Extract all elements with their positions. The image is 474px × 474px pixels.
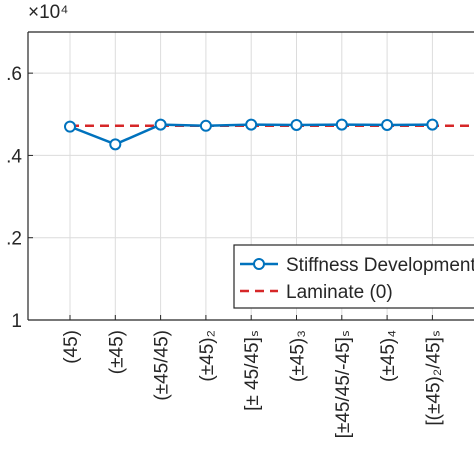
legend-label: Stiffness Development <box>286 255 474 276</box>
point <box>426 118 439 131</box>
x-tick-label: (±45/45) <box>152 330 173 401</box>
y-tick-label: .2 <box>6 229 22 250</box>
point <box>199 119 212 132</box>
point <box>64 120 76 133</box>
point <box>335 118 348 131</box>
x-tick-label: (45) <box>61 330 82 364</box>
x-tick-label: [±45/45/-45]ₛ <box>333 330 354 438</box>
point <box>381 118 394 131</box>
legend-label: Laminate (0) <box>286 282 393 303</box>
x-tick-label: (±45)₂ <box>197 330 218 382</box>
x-tick-label: (±45)₄ <box>378 330 399 382</box>
point <box>154 118 167 131</box>
point <box>109 138 122 151</box>
x-tick-label: [± 45/45]ₛ <box>242 330 263 411</box>
legend-box <box>233 244 474 309</box>
point <box>290 118 303 131</box>
x-tick-label: (±45)₃ <box>288 330 309 382</box>
point <box>245 118 258 131</box>
y-tick-label: .6 <box>6 64 22 85</box>
x-tick-label: (±45) <box>106 330 127 374</box>
y-tick-label: 1 <box>11 311 22 332</box>
y-exponent: ×10⁴ <box>28 2 68 23</box>
x-tick-label: [(±45)₂/45]ₛ <box>423 330 444 426</box>
legend-marker <box>253 258 265 270</box>
y-tick-label: .4 <box>6 146 22 167</box>
